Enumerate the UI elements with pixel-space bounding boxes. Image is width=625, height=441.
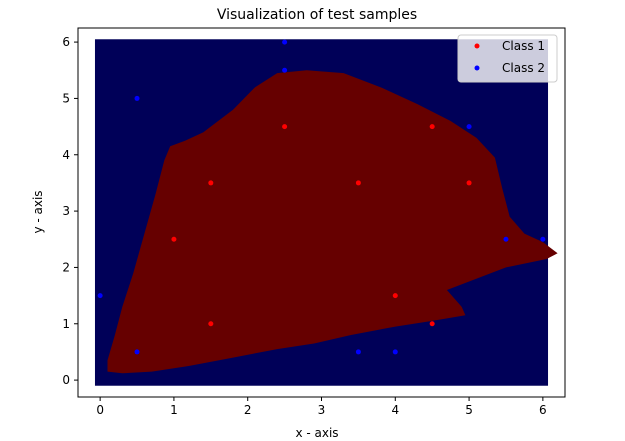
y-tick-label-0: 0 — [62, 373, 70, 387]
axis-ticks: 0 1 2 3 4 5 6 0 1 2 3 4 5 6 — [62, 35, 546, 417]
y-tick-label-4: 4 — [62, 148, 70, 162]
point-series-1-5 — [355, 180, 361, 186]
point-series-2-2 — [134, 95, 140, 101]
point-series-2-7 — [392, 349, 398, 355]
decision-region — [107, 70, 558, 374]
point-series-2-9 — [503, 236, 509, 242]
plot-frame — [77, 27, 566, 398]
plot-area — [94, 39, 558, 386]
y-tick-label-1: 1 — [62, 317, 70, 331]
chart-title: Visualization of test samples — [217, 7, 417, 23]
legend-marker-class-1 — [474, 43, 480, 49]
point-series-1-8 — [429, 321, 435, 327]
point-series-1-9 — [466, 180, 472, 186]
x-tick-label-4: 4 — [391, 403, 399, 417]
x-tick-label-6: 6 — [539, 403, 547, 417]
y-tick-label-6: 6 — [62, 35, 70, 49]
y-tick-label-3: 3 — [62, 204, 70, 218]
x-axis-label: x - axis — [295, 426, 338, 440]
legend: Class 1 Class 2 — [457, 34, 558, 83]
point-series-2-3 — [134, 349, 140, 355]
point-series-2-5 — [282, 67, 288, 73]
legend-box — [457, 34, 558, 83]
y-tick-label-2: 2 — [62, 260, 70, 274]
point-series-1-1 — [171, 236, 177, 242]
point-series-2-6 — [355, 349, 361, 355]
y-axis-label: y - axis — [31, 190, 45, 233]
x-tick-label-0: 0 — [96, 403, 104, 417]
point-series-2-4 — [282, 39, 288, 45]
x-tick-label-5: 5 — [465, 403, 473, 417]
x-tick-label-1: 1 — [170, 403, 178, 417]
point-series-2-8 — [466, 124, 472, 130]
x-tick-label-2: 2 — [244, 403, 252, 417]
point-series-1-2 — [208, 180, 214, 186]
point-series-2-1 — [97, 293, 103, 299]
legend-label-class-1: Class 1 — [502, 39, 545, 53]
point-series-1-6 — [392, 293, 398, 299]
point-series-1-4 — [282, 124, 288, 130]
point-series-1-3 — [208, 321, 214, 327]
x-tick-label-3: 3 — [318, 403, 326, 417]
legend-label-class-2: Class 2 — [502, 61, 545, 75]
legend-marker-class-2 — [474, 65, 480, 71]
point-series-2-10 — [540, 236, 546, 242]
y-tick-label-5: 5 — [62, 91, 70, 105]
point-series-1-7 — [429, 124, 435, 130]
